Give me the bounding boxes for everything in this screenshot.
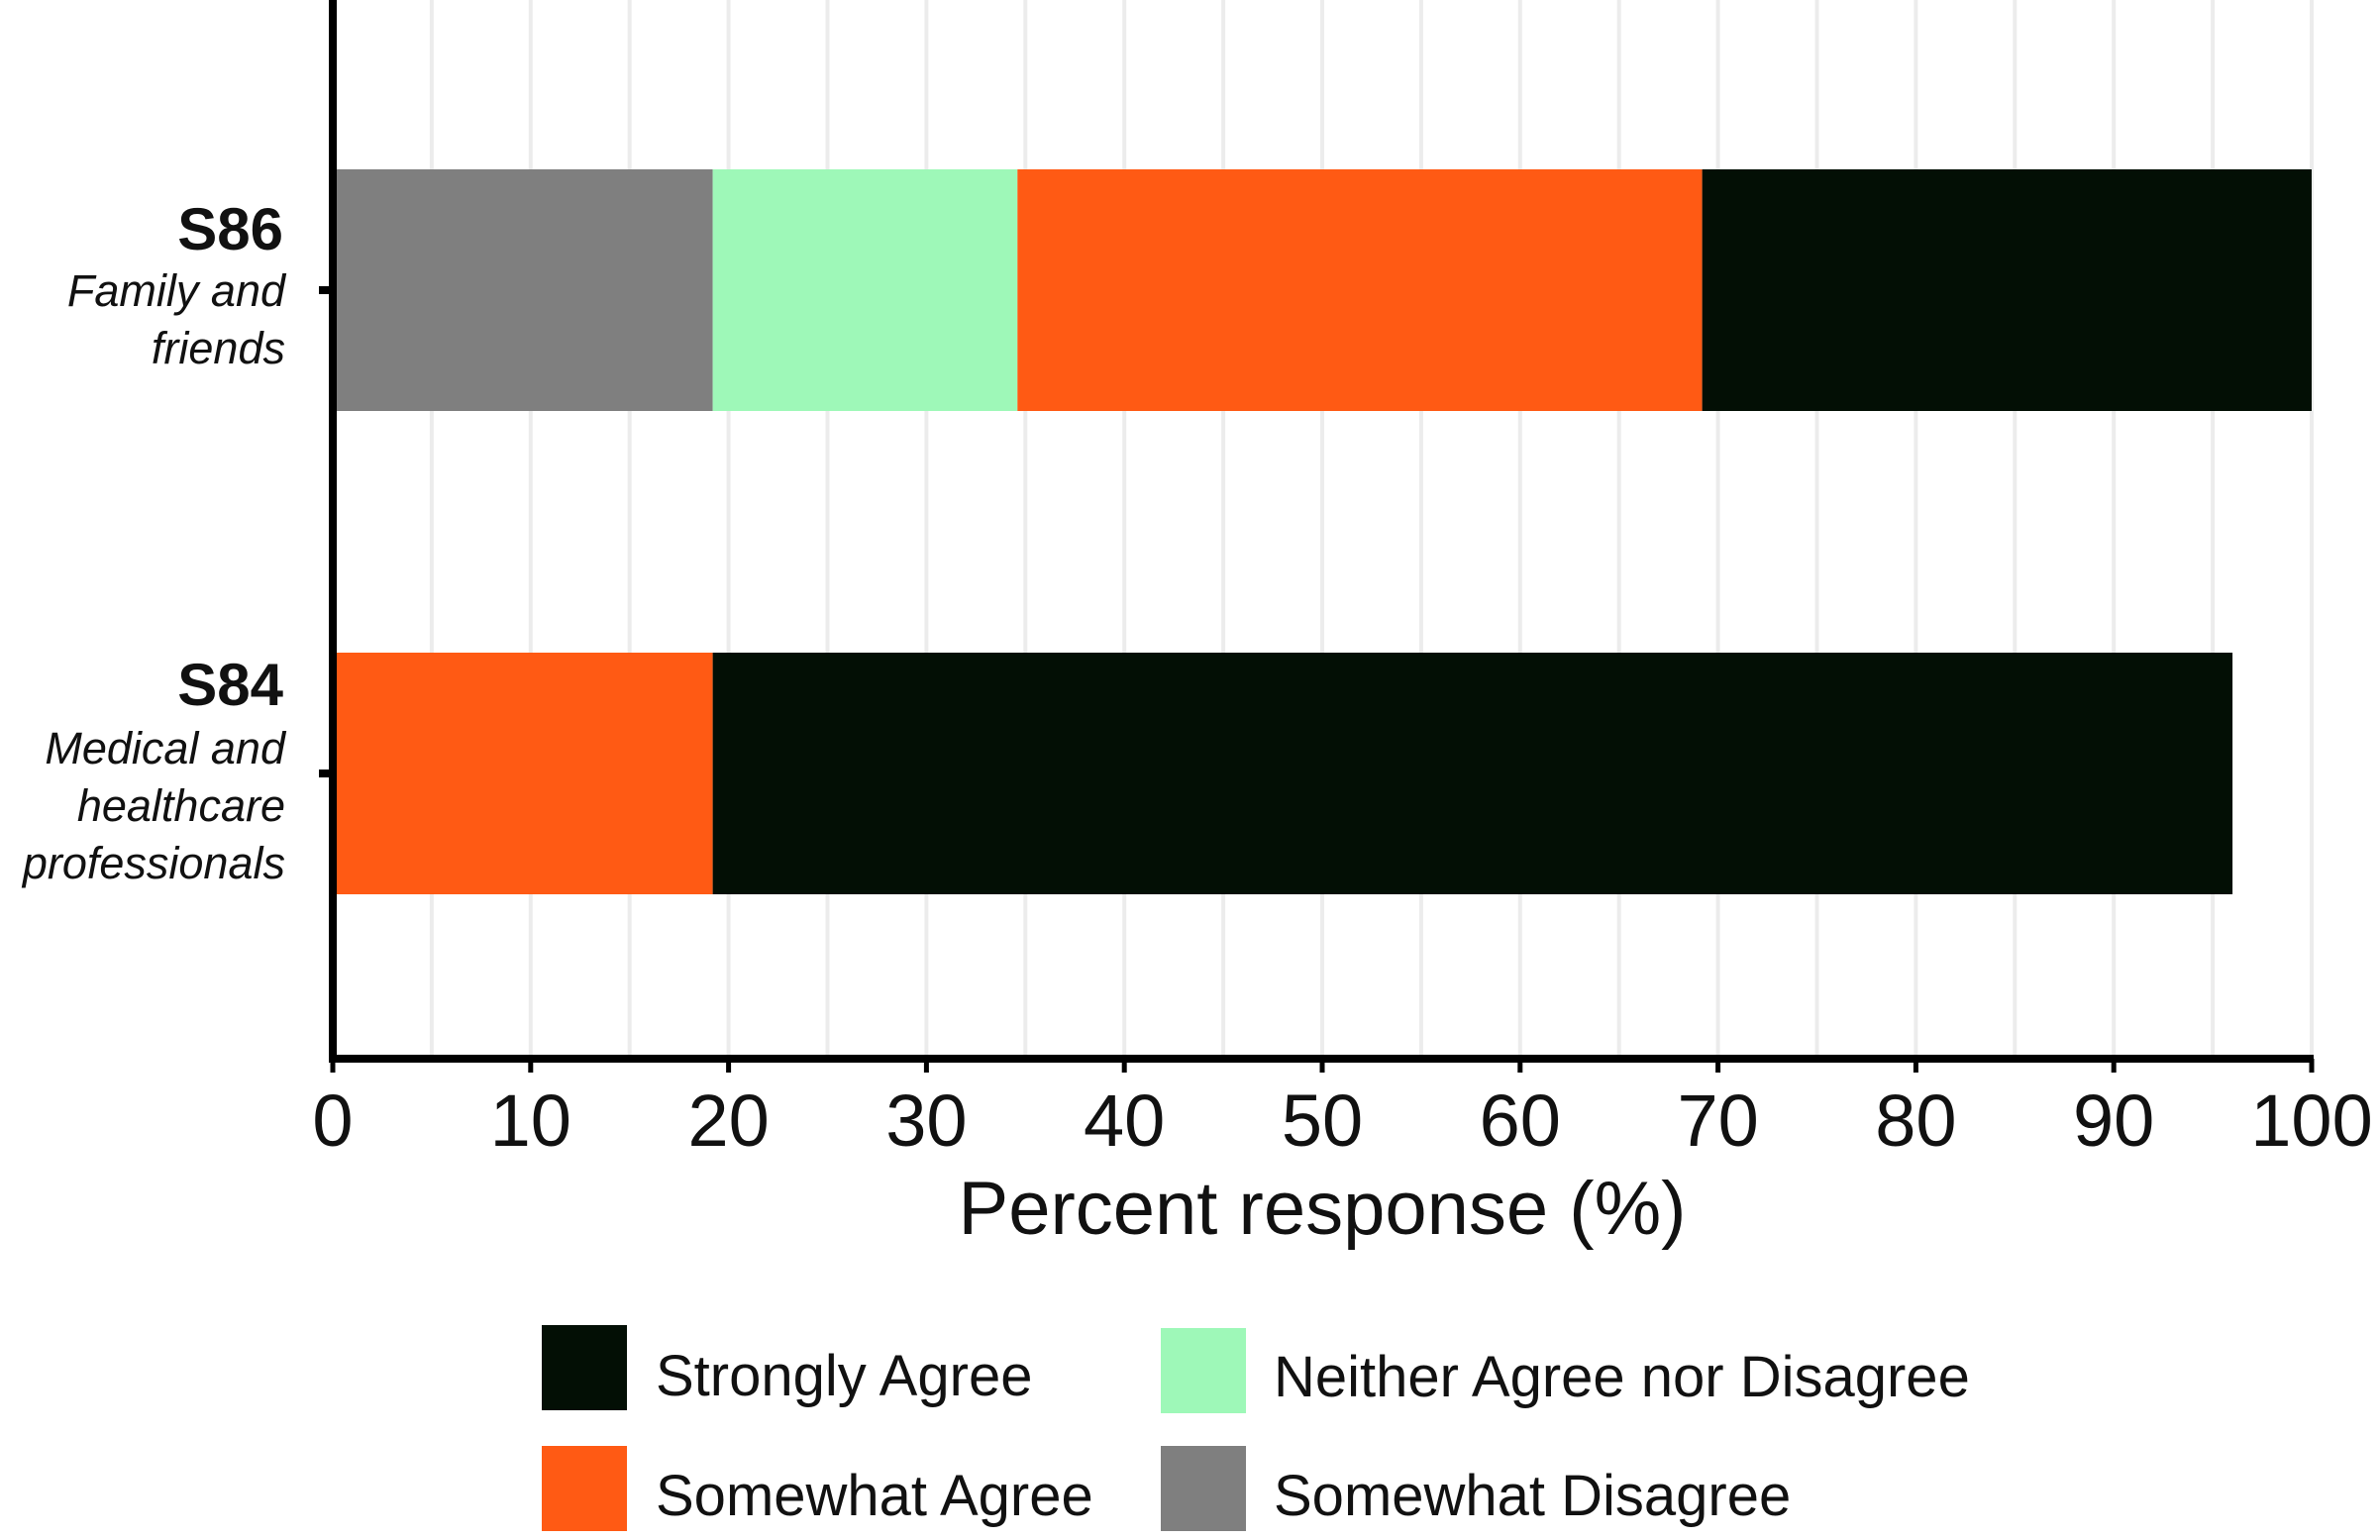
legend-swatch bbox=[1161, 1446, 1246, 1531]
category-description-label: friends bbox=[152, 323, 285, 373]
x-tick-label: 100 bbox=[2250, 1079, 2372, 1162]
bar-segment-s84-somewhat-agree bbox=[333, 653, 713, 894]
x-tick-label: 30 bbox=[885, 1079, 967, 1162]
legend-swatch bbox=[542, 1325, 627, 1410]
x-tick-label: 0 bbox=[312, 1079, 353, 1162]
x-tick-label: 40 bbox=[1084, 1079, 1165, 1162]
legend-label: Neither Agree nor Disagree bbox=[1274, 1345, 1970, 1409]
legend-swatch bbox=[1161, 1328, 1246, 1413]
x-tick-label: 50 bbox=[1282, 1079, 1363, 1162]
legend-label: Somewhat Agree bbox=[656, 1464, 1093, 1528]
legend-swatch bbox=[542, 1446, 627, 1531]
bar-segment-s84-strongly-agree bbox=[712, 653, 2233, 894]
x-tick-label: 60 bbox=[1480, 1079, 1561, 1162]
legend: Strongly Agree Neither Agree nor Disagree… bbox=[542, 1325, 1970, 1531]
x-ticks: 0 10 20 30 40 50 60 70 80 90 100 bbox=[312, 1059, 2373, 1162]
legend-label: Somewhat Disagree bbox=[1274, 1464, 1791, 1528]
x-tick-label: 10 bbox=[490, 1079, 571, 1162]
x-tick-label: 20 bbox=[687, 1079, 769, 1162]
legend-label: Strongly Agree bbox=[656, 1344, 1032, 1408]
category-description-label: professionals bbox=[21, 838, 285, 888]
bars bbox=[333, 169, 2312, 894]
bar-segment-s86-strongly-agree bbox=[1702, 169, 2312, 411]
category-description-label: Medical and bbox=[45, 723, 287, 773]
category-code-label: S84 bbox=[177, 652, 283, 718]
bar-segment-s86-somewhat-disagree bbox=[333, 169, 713, 411]
bar-segment-s86-neither-agree-nor-disagree bbox=[712, 169, 1018, 411]
category-description-label: Family and bbox=[67, 265, 287, 316]
x-tick-label: 80 bbox=[1875, 1079, 1956, 1162]
x-tick-label: 70 bbox=[1677, 1079, 1758, 1162]
category-description-label: healthcare bbox=[77, 780, 285, 831]
x-axis-title: Percent response (%) bbox=[959, 1167, 1687, 1251]
category-code-label: S86 bbox=[177, 196, 283, 262]
bar-segment-s86-somewhat-agree bbox=[1017, 169, 1703, 411]
gridlines bbox=[429, 0, 2314, 1059]
x-tick-label: 90 bbox=[2073, 1079, 2154, 1162]
